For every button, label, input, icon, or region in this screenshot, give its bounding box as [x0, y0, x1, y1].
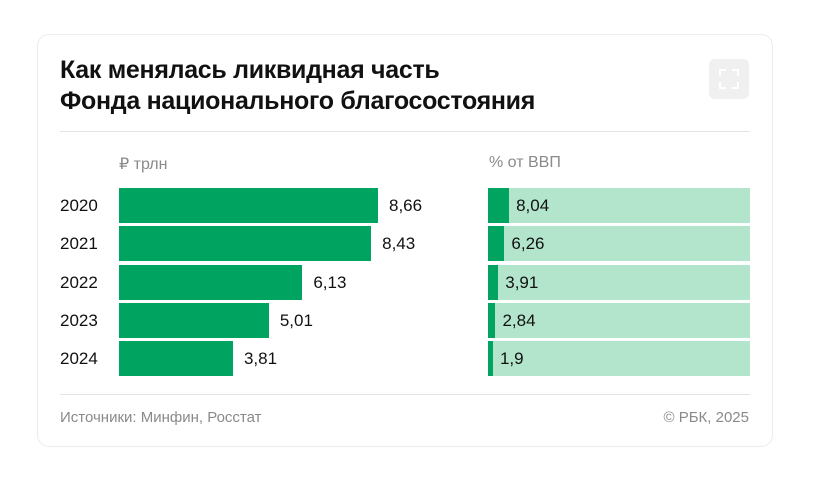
header-divider: [60, 131, 750, 132]
value-label-rub: 8,66: [389, 196, 423, 215]
bar-gdp-track-2021: [488, 226, 750, 262]
bar-rub-2020: [119, 188, 378, 223]
footer-divider: [60, 394, 750, 395]
year-label: 2022: [60, 272, 98, 292]
bar-gdp-track-2024: [488, 341, 750, 376]
left-unit-label: ₽ трлн: [119, 156, 168, 173]
chart-title-line-1: Как менялась ликвидная часть: [60, 56, 440, 84]
expand-icon: [719, 69, 739, 89]
bar-rub-2022: [119, 264, 303, 300]
copyright: © РБК, 2025: [663, 409, 749, 426]
value-label-gdp: 1,9: [499, 349, 524, 368]
bar-gdp-2020: [488, 188, 510, 223]
year-label: 2023: [60, 310, 98, 330]
value-label-gdp: 2,84: [502, 310, 536, 330]
year-label: 2024: [60, 349, 98, 368]
bar-rub-2023: [119, 302, 269, 338]
year-label: 2021: [60, 234, 98, 254]
bar-gdp-2021: [488, 226, 505, 262]
bar-gdp-2023: [488, 302, 496, 338]
expand-button[interactable]: [709, 59, 749, 99]
bar-gdp-track-2022: [488, 264, 750, 300]
value-label-rub: 6,13: [313, 272, 347, 292]
chart-title-line-2: Фонда национального благосостояния: [60, 87, 536, 115]
source-note: Источники: Минфин, Росстат: [60, 409, 262, 426]
chart-title: Как менялась ликвидная часть Фонда нацио…: [60, 55, 660, 117]
bar-gdp-2024: [488, 341, 493, 376]
bar-gdp-track-2020: [488, 188, 750, 223]
value-label-rub: 8,43: [382, 234, 416, 254]
value-label-gdp: 6,26: [511, 234, 545, 254]
bar-rub-2021: [119, 226, 372, 262]
value-label-rub: 5,01: [279, 310, 313, 330]
value-label-gdp: 3,91: [505, 272, 539, 292]
value-label-rub: 3,81: [243, 349, 278, 368]
right-unit-label: % от ВВП: [489, 154, 561, 171]
year-label: 2020: [60, 196, 98, 215]
bar-gdp-track-2023: [488, 302, 750, 338]
value-label-gdp: 8,04: [516, 196, 550, 215]
bar-rub-2024: [119, 341, 233, 376]
bar-gdp-2022: [488, 264, 499, 300]
